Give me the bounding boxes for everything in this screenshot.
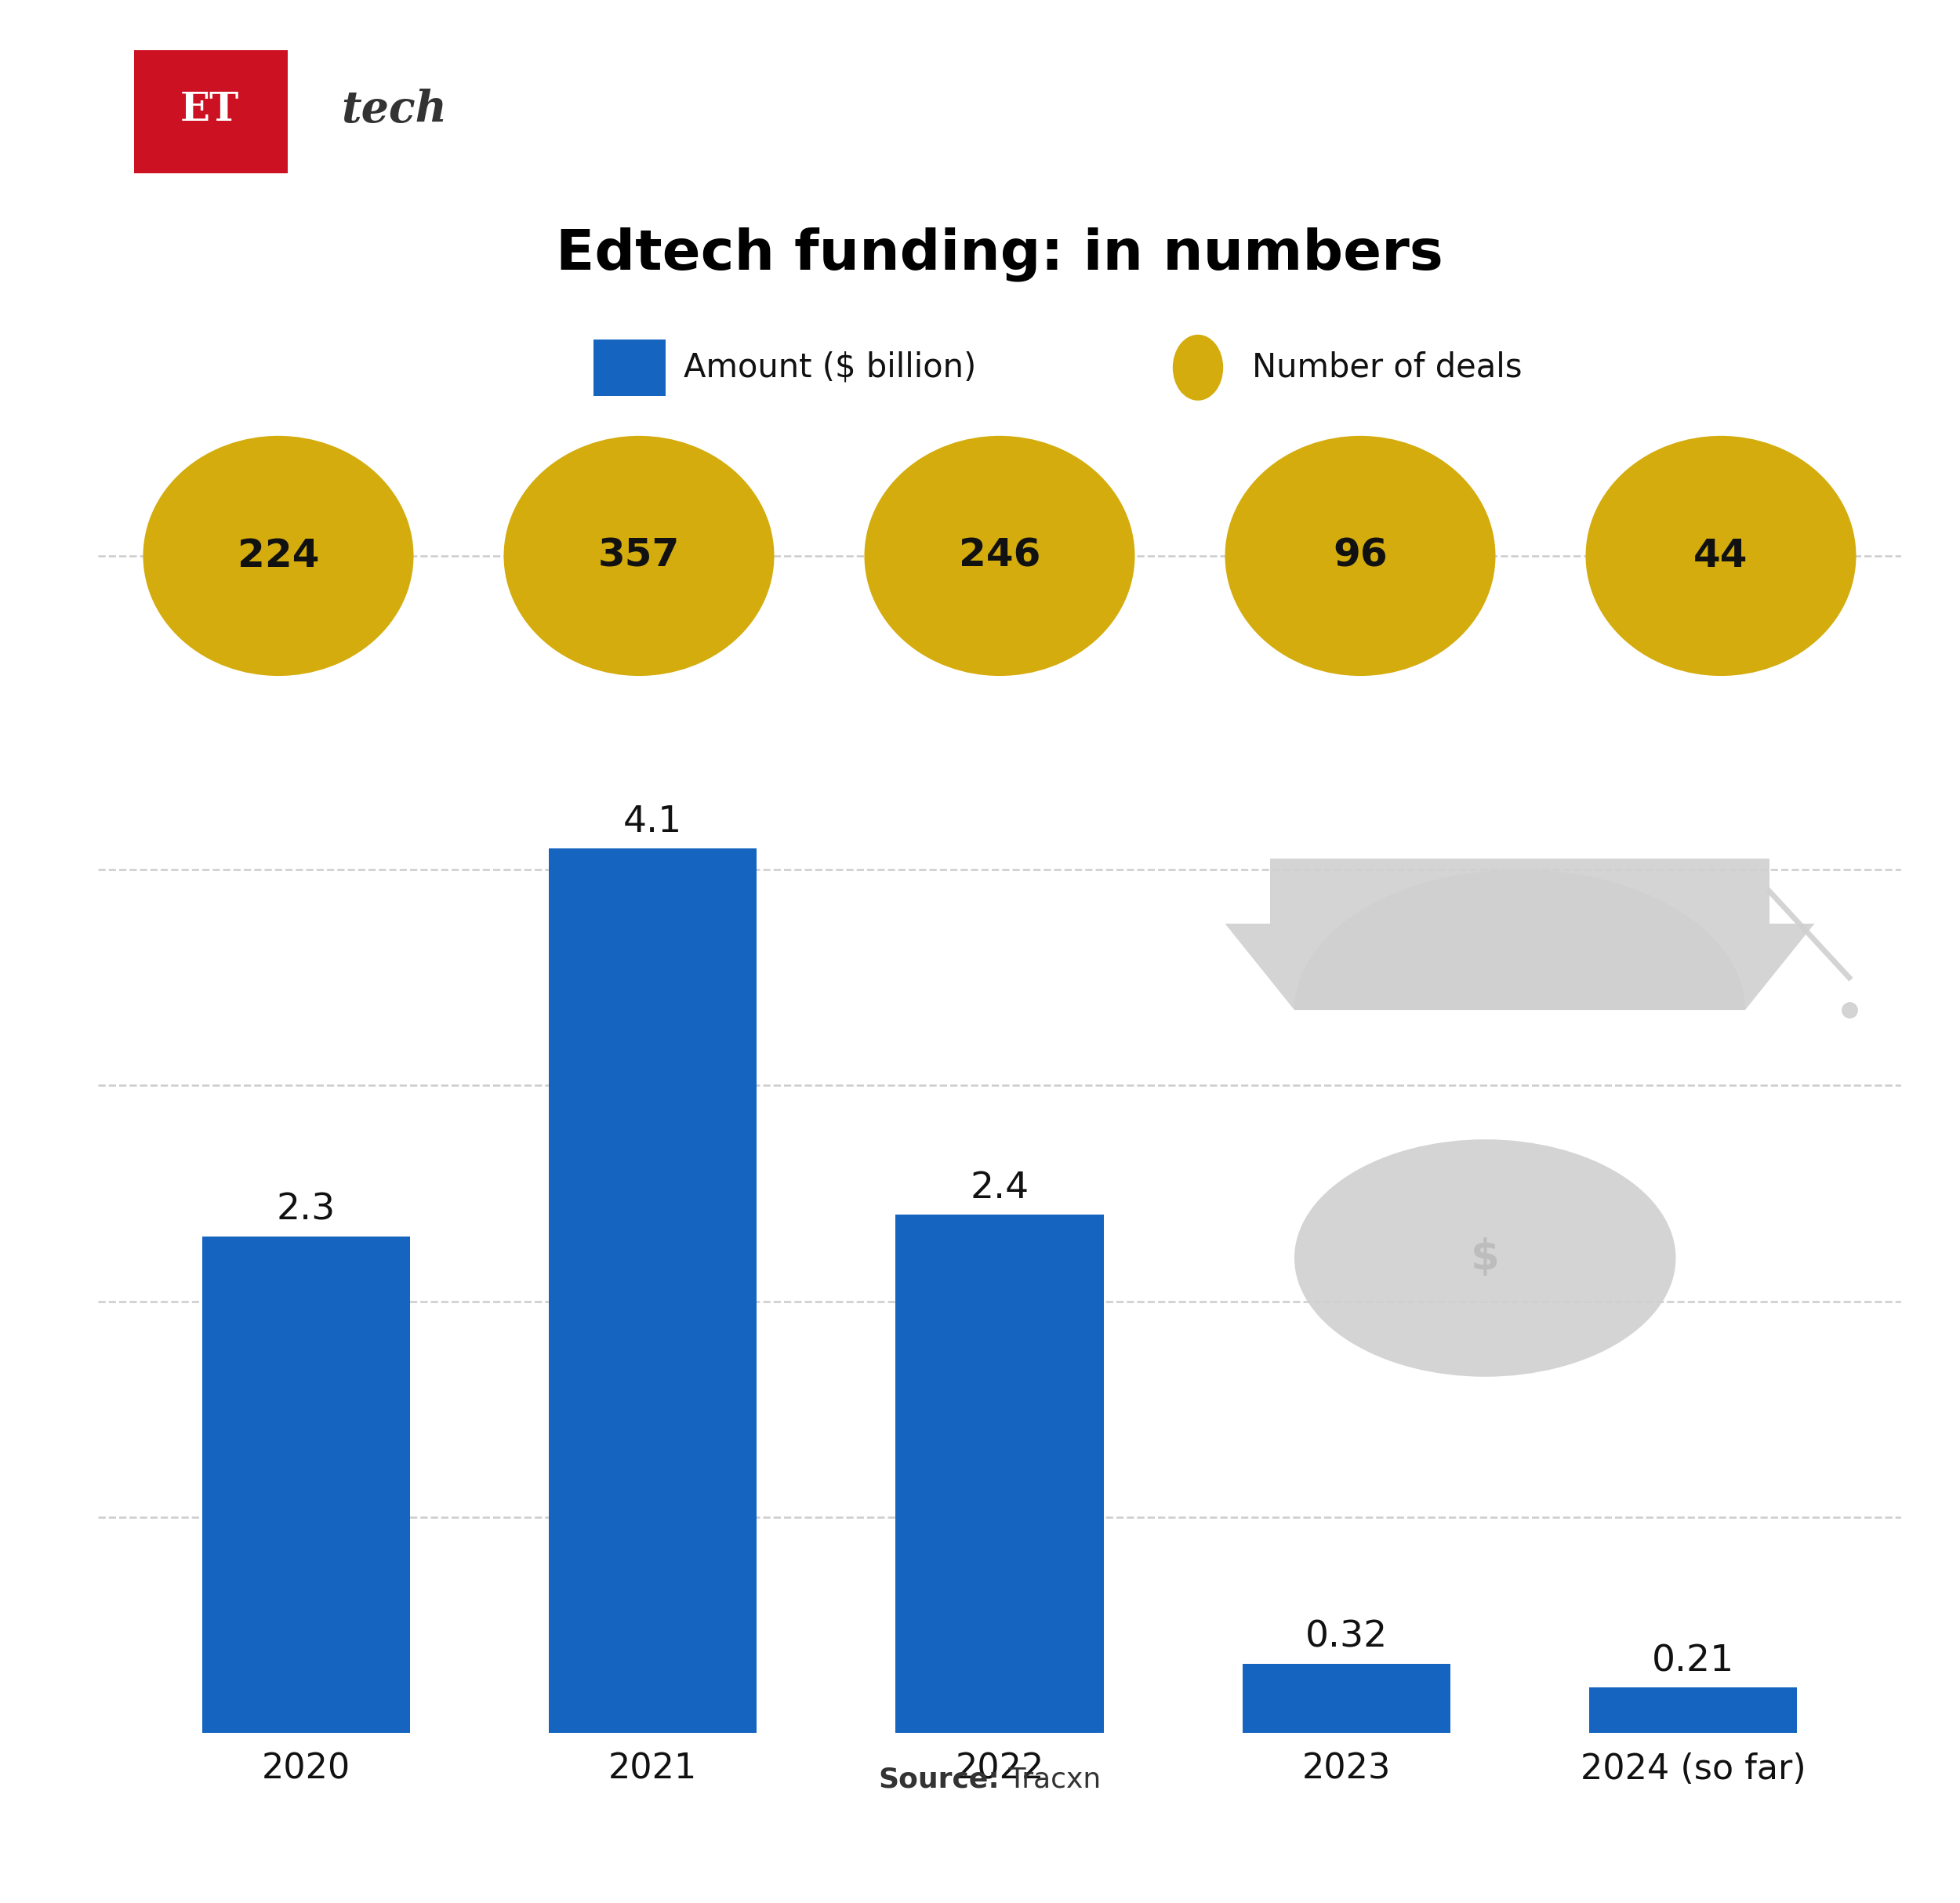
FancyBboxPatch shape <box>594 339 666 396</box>
FancyBboxPatch shape <box>133 49 288 173</box>
Bar <box>549 849 757 1734</box>
Text: Amount ($ billion): Amount ($ billion) <box>684 352 976 384</box>
Text: 2.3: 2.3 <box>276 1193 335 1227</box>
Polygon shape <box>1225 923 1815 1010</box>
Text: 0.21: 0.21 <box>1652 1644 1735 1678</box>
Text: ET: ET <box>180 91 239 129</box>
Polygon shape <box>1270 858 1770 923</box>
Text: 224: 224 <box>237 537 319 575</box>
Text: Edtech funding: in numbers: Edtech funding: in numbers <box>557 226 1443 282</box>
Bar <box>1243 1663 1450 1734</box>
Ellipse shape <box>1586 436 1856 676</box>
Ellipse shape <box>504 436 774 676</box>
Wedge shape <box>1294 870 1744 1010</box>
Text: 4.1: 4.1 <box>623 805 682 839</box>
Ellipse shape <box>1172 335 1223 400</box>
Bar <box>202 1237 410 1734</box>
Text: 246: 246 <box>958 537 1041 575</box>
Circle shape <box>1294 1140 1676 1376</box>
Text: $: $ <box>1470 1237 1499 1279</box>
Ellipse shape <box>143 436 414 676</box>
Text: Source:: Source: <box>878 1766 1000 1793</box>
Text: 2.4: 2.4 <box>970 1170 1029 1207</box>
Text: 0.32: 0.32 <box>1305 1619 1388 1656</box>
Bar <box>1590 1688 1797 1734</box>
Text: Number of deals: Number of deals <box>1252 352 1523 384</box>
Text: 357: 357 <box>598 537 680 575</box>
Ellipse shape <box>864 436 1135 676</box>
Text: 96: 96 <box>1333 537 1388 575</box>
Text: tech: tech <box>341 89 447 131</box>
Text: Tracxn: Tracxn <box>1000 1766 1102 1793</box>
Ellipse shape <box>1225 436 1495 676</box>
Bar <box>896 1214 1103 1734</box>
Text: 44: 44 <box>1693 537 1748 575</box>
